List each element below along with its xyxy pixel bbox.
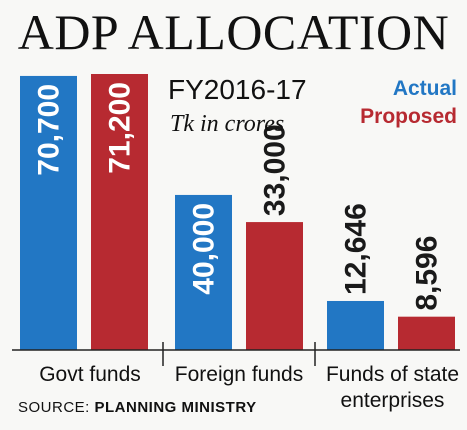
category-label-line: Govt funds — [39, 363, 141, 386]
bar-actual-funds-of-state-enterprises — [327, 300, 384, 350]
bar-proposed-govt-funds — [91, 74, 148, 350]
chart-title: ADP ALLOCATION — [17, 4, 450, 60]
category-label-foreign-funds: Foreign funds — [166, 362, 312, 388]
bar-proposed-foreign-funds — [246, 222, 303, 350]
bar-actual-foreign-funds — [175, 194, 232, 350]
category-label-line: Funds of state — [325, 363, 460, 386]
value-label-actual-govt-funds: 70,700 — [33, 84, 66, 176]
value-label-actual-funds-of-state-enterprises: 12,646 — [340, 203, 373, 295]
legend-proposed: Proposed — [360, 105, 457, 128]
bar-actual-govt-funds — [20, 75, 77, 350]
category-label-line: enterprises — [340, 389, 445, 412]
legend-actual: Actual — [392, 77, 457, 100]
category-label-govt-funds: Govt funds — [20, 362, 160, 388]
value-label-actual-foreign-funds: 40,000 — [188, 203, 221, 295]
source-prefix: SOURCE: — [18, 399, 90, 416]
bar-proposed-funds-of-state-enterprises — [398, 316, 455, 350]
value-label-proposed-foreign-funds: 33,000 — [259, 124, 292, 216]
chart-subtitle: FY2016-17 — [168, 74, 307, 105]
source-note: SOURCE: PLANNING MINISTRY — [18, 398, 257, 418]
unit-note: Tk in crores — [170, 111, 285, 137]
category-label-state-enterprises: Funds of state enterprises — [318, 362, 467, 414]
value-label-proposed-govt-funds: 71,200 — [104, 82, 137, 174]
category-label-line: Foreign funds — [174, 363, 304, 386]
source-name: PLANNING MINISTRY — [94, 399, 257, 416]
value-label-proposed-funds-of-state-enterprises: 8,596 — [411, 236, 444, 311]
